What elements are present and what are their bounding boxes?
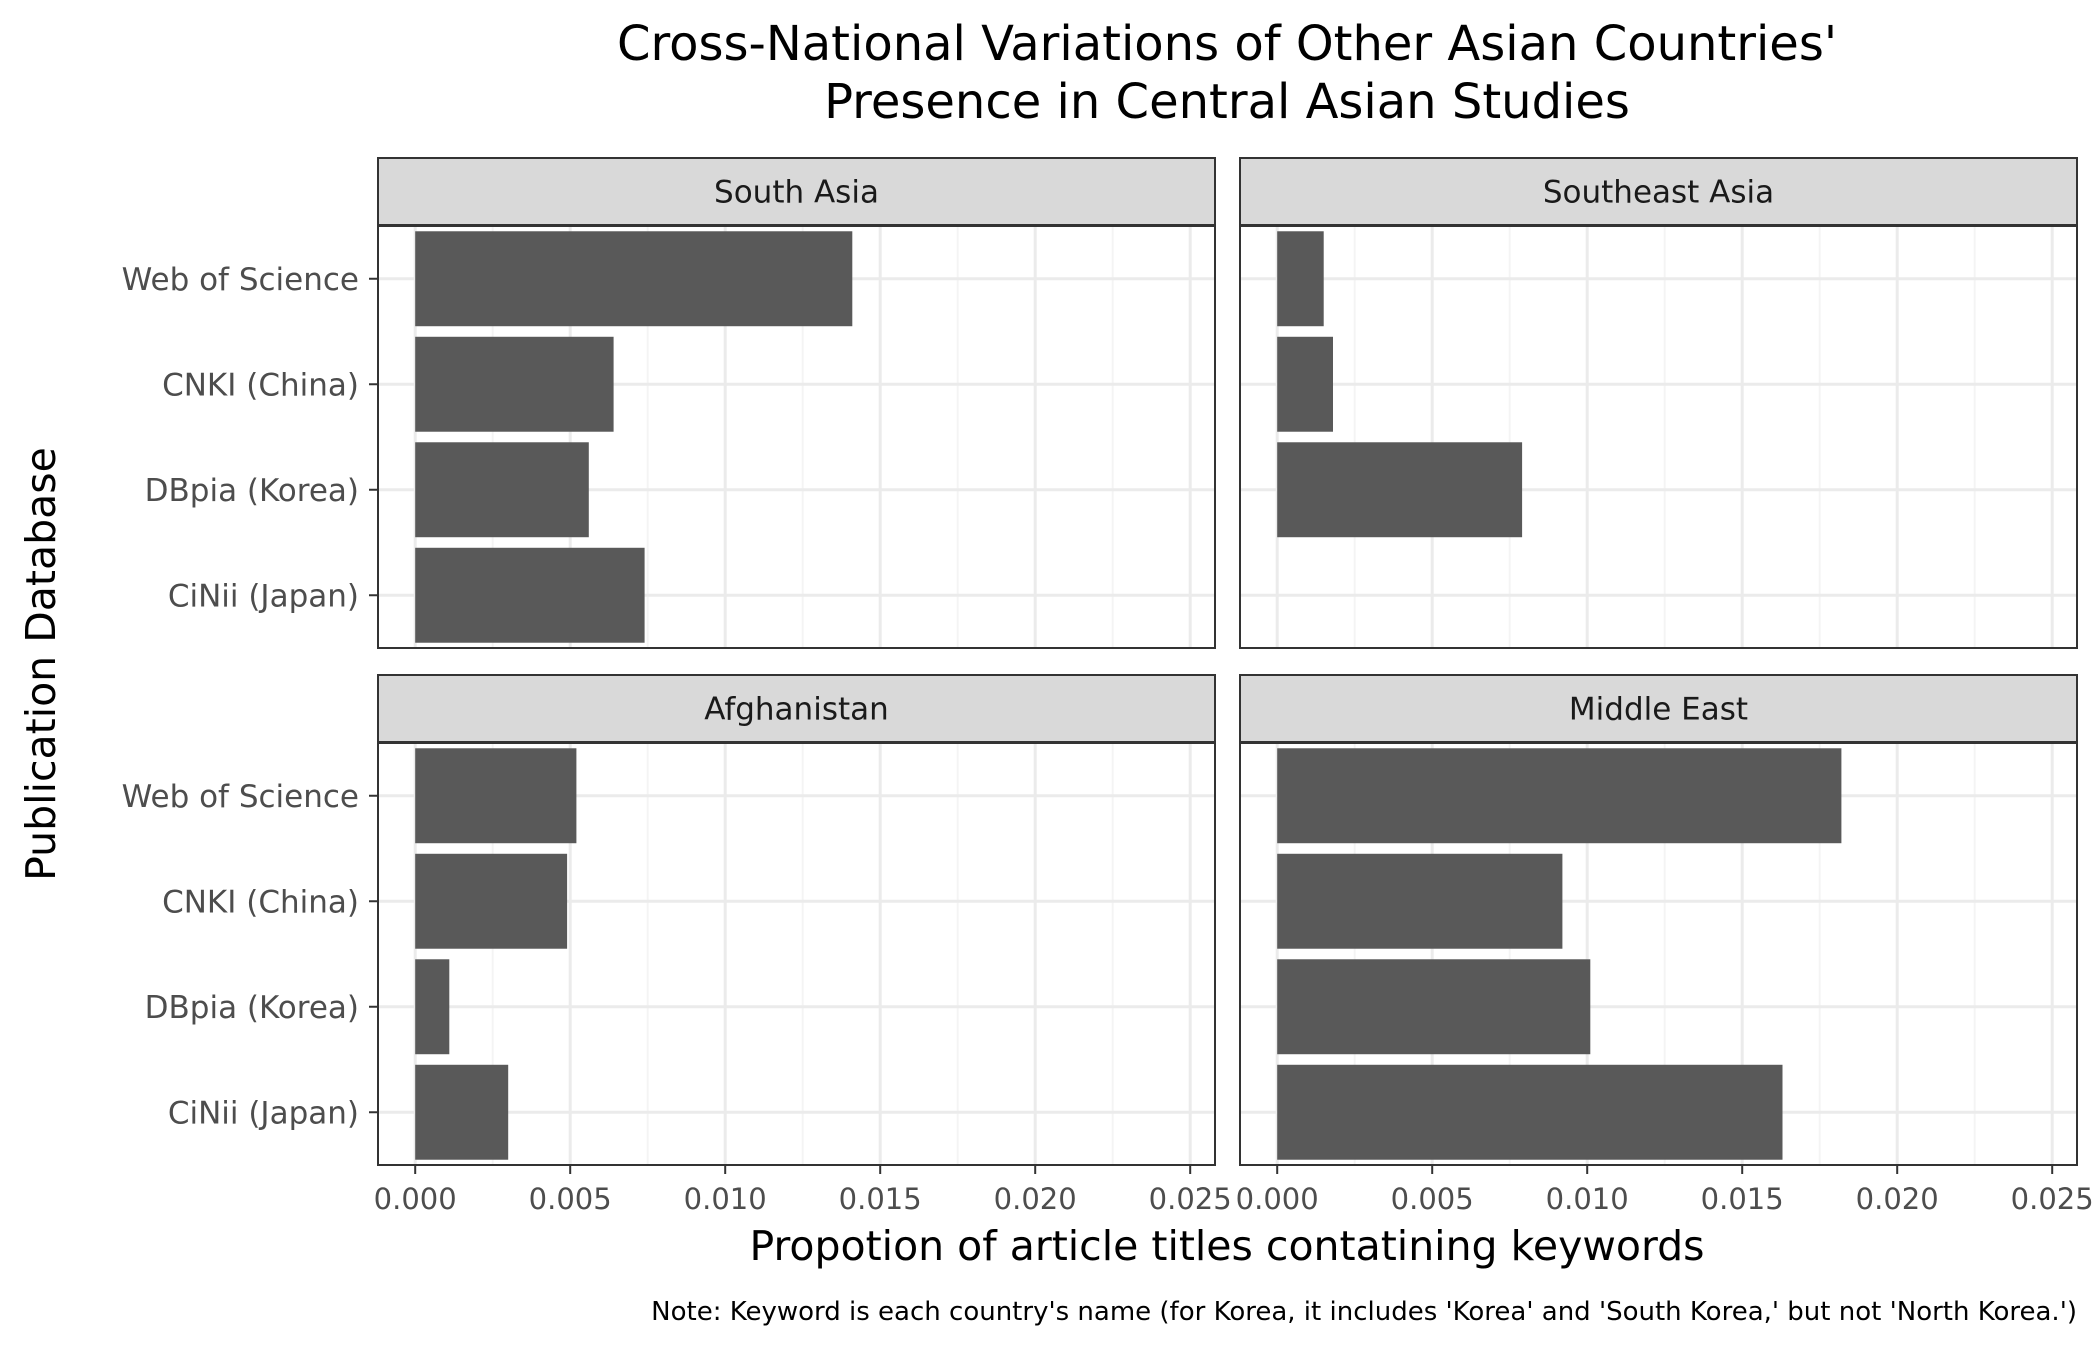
y-tick-label: CiNii (Japan) [168, 1095, 359, 1131]
y-tick-label: DBpia (Korea) [145, 990, 359, 1026]
bar [415, 231, 853, 327]
x-tick-label: 0.015 [1701, 1182, 1784, 1216]
x-tick-label: 0.020 [994, 1182, 1077, 1216]
bar [415, 748, 577, 844]
x-tick-label: 0.010 [1546, 1182, 1629, 1216]
bar [1277, 1064, 1783, 1160]
facet-strip-label: South Asia [714, 175, 879, 211]
bar [1277, 442, 1523, 538]
chart-title: Presence in Central Asian Studies [824, 74, 1630, 130]
x-tick-label: 0.000 [1236, 1182, 1319, 1216]
y-tick-label: CNKI (China) [162, 884, 359, 920]
x-tick-label: 0.000 [374, 1182, 457, 1216]
bar [1277, 959, 1591, 1055]
panel-background [1240, 226, 2077, 648]
x-tick-label: 0.015 [839, 1182, 922, 1216]
facet-strip-label: Middle East [1569, 692, 1748, 728]
y-axis-title: Publication Database [17, 447, 65, 881]
facet-strip [377, 157, 1216, 226]
bar [1277, 336, 1333, 432]
x-tick-label: 0.020 [1856, 1182, 1939, 1216]
facet-strip [377, 674, 1216, 743]
bar [415, 1064, 509, 1160]
y-tick-label: Web of Science [122, 779, 359, 815]
bar [1277, 748, 1842, 844]
y-tick-label: CiNii (Japan) [168, 578, 359, 614]
x-tick-label: 0.025 [1149, 1182, 1232, 1216]
facet-strip [1239, 674, 2078, 743]
bar [1277, 231, 1324, 327]
y-tick-label: CNKI (China) [162, 367, 359, 403]
x-tick-label: 0.005 [1391, 1182, 1474, 1216]
panel-border [1239, 742, 2078, 1166]
x-tick-label: 0.025 [2011, 1182, 2094, 1216]
panel-border [377, 742, 1216, 1166]
bar [415, 547, 645, 643]
bar [415, 442, 589, 538]
facet-strip-label: Southeast Asia [1543, 175, 1774, 211]
bar [415, 959, 450, 1055]
x-tick-label: 0.010 [684, 1182, 767, 1216]
panel-border [377, 225, 1216, 649]
chart-title: Cross-National Variations of Other Asian… [617, 16, 1837, 72]
x-axis-title: Propotion of article titles contatining … [749, 1222, 1704, 1270]
panel-border [1239, 225, 2078, 649]
bar [1277, 853, 1563, 949]
y-tick-label: DBpia (Korea) [145, 473, 359, 509]
bar [415, 336, 614, 432]
facet-strip [1239, 157, 2078, 226]
x-tick-label: 0.005 [529, 1182, 612, 1216]
facet-strip-label: Afghanistan [704, 692, 889, 728]
y-tick-label: Web of Science [122, 262, 359, 298]
bar [415, 853, 568, 949]
chart-caption: Note: Keyword is each country's name (fo… [651, 1297, 2077, 1327]
